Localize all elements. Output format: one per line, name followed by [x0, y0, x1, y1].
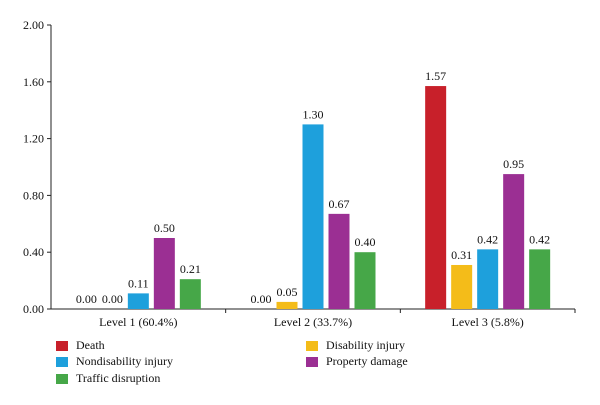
y-tick-label: 0.00: [23, 302, 44, 316]
bar-death: [425, 86, 447, 309]
bar-property-damage: [503, 174, 525, 309]
data-label: 0.11: [128, 276, 149, 290]
bar-disability-injury: [276, 301, 298, 309]
x-category-label: Level 3 (5.8%): [452, 315, 524, 329]
bar-disability-injury: [451, 264, 473, 309]
bar-property-damage: [153, 238, 175, 309]
x-category-label: Level 2 (33.7%): [274, 315, 352, 329]
bar-traffic-disruption: [529, 249, 551, 309]
bar-traffic-disruption: [179, 279, 201, 309]
data-label: 0.67: [329, 197, 350, 211]
data-label: 1.57: [425, 69, 446, 83]
data-label: 0.00: [251, 292, 272, 306]
y-tick-label: 2.00: [23, 18, 44, 32]
bar-nondisability-injury: [127, 293, 149, 309]
bar-nondisability-injury: [302, 124, 324, 310]
data-label: 0.00: [102, 292, 123, 306]
data-label: 0.50: [154, 221, 175, 235]
data-label: 0.95: [503, 157, 524, 171]
data-label: 0.00: [76, 292, 97, 306]
data-label: 0.21: [180, 262, 201, 276]
bar-traffic-disruption: [354, 252, 376, 309]
data-labels: 0.00 0.00 0.11 0.50 0.21 0.00 0.05 1.30 0.67 0.40…: [76, 69, 550, 306]
y-tick-label: 0.40: [23, 245, 44, 259]
data-label: 0.05: [277, 285, 298, 299]
data-label: 0.42: [477, 232, 498, 246]
axes: 0.00 0.40 0.80 1.20 1.60 2.00 Level 1 (60.4%) L…: [23, 18, 576, 329]
bars: [127, 86, 551, 310]
bar-property-damage: [328, 213, 350, 309]
bar-nondisability-injury: [477, 249, 499, 309]
y-tick-label: 0.80: [23, 188, 44, 202]
data-label: 1.30: [303, 107, 324, 121]
x-category-label: Level 1 (60.4%): [99, 315, 177, 329]
data-label: 0.40: [355, 235, 376, 249]
y-tick-label: 1.20: [23, 132, 44, 146]
data-label: 0.31: [451, 248, 472, 262]
y-tick-label: 1.60: [23, 75, 44, 89]
data-label: 0.42: [529, 232, 550, 246]
